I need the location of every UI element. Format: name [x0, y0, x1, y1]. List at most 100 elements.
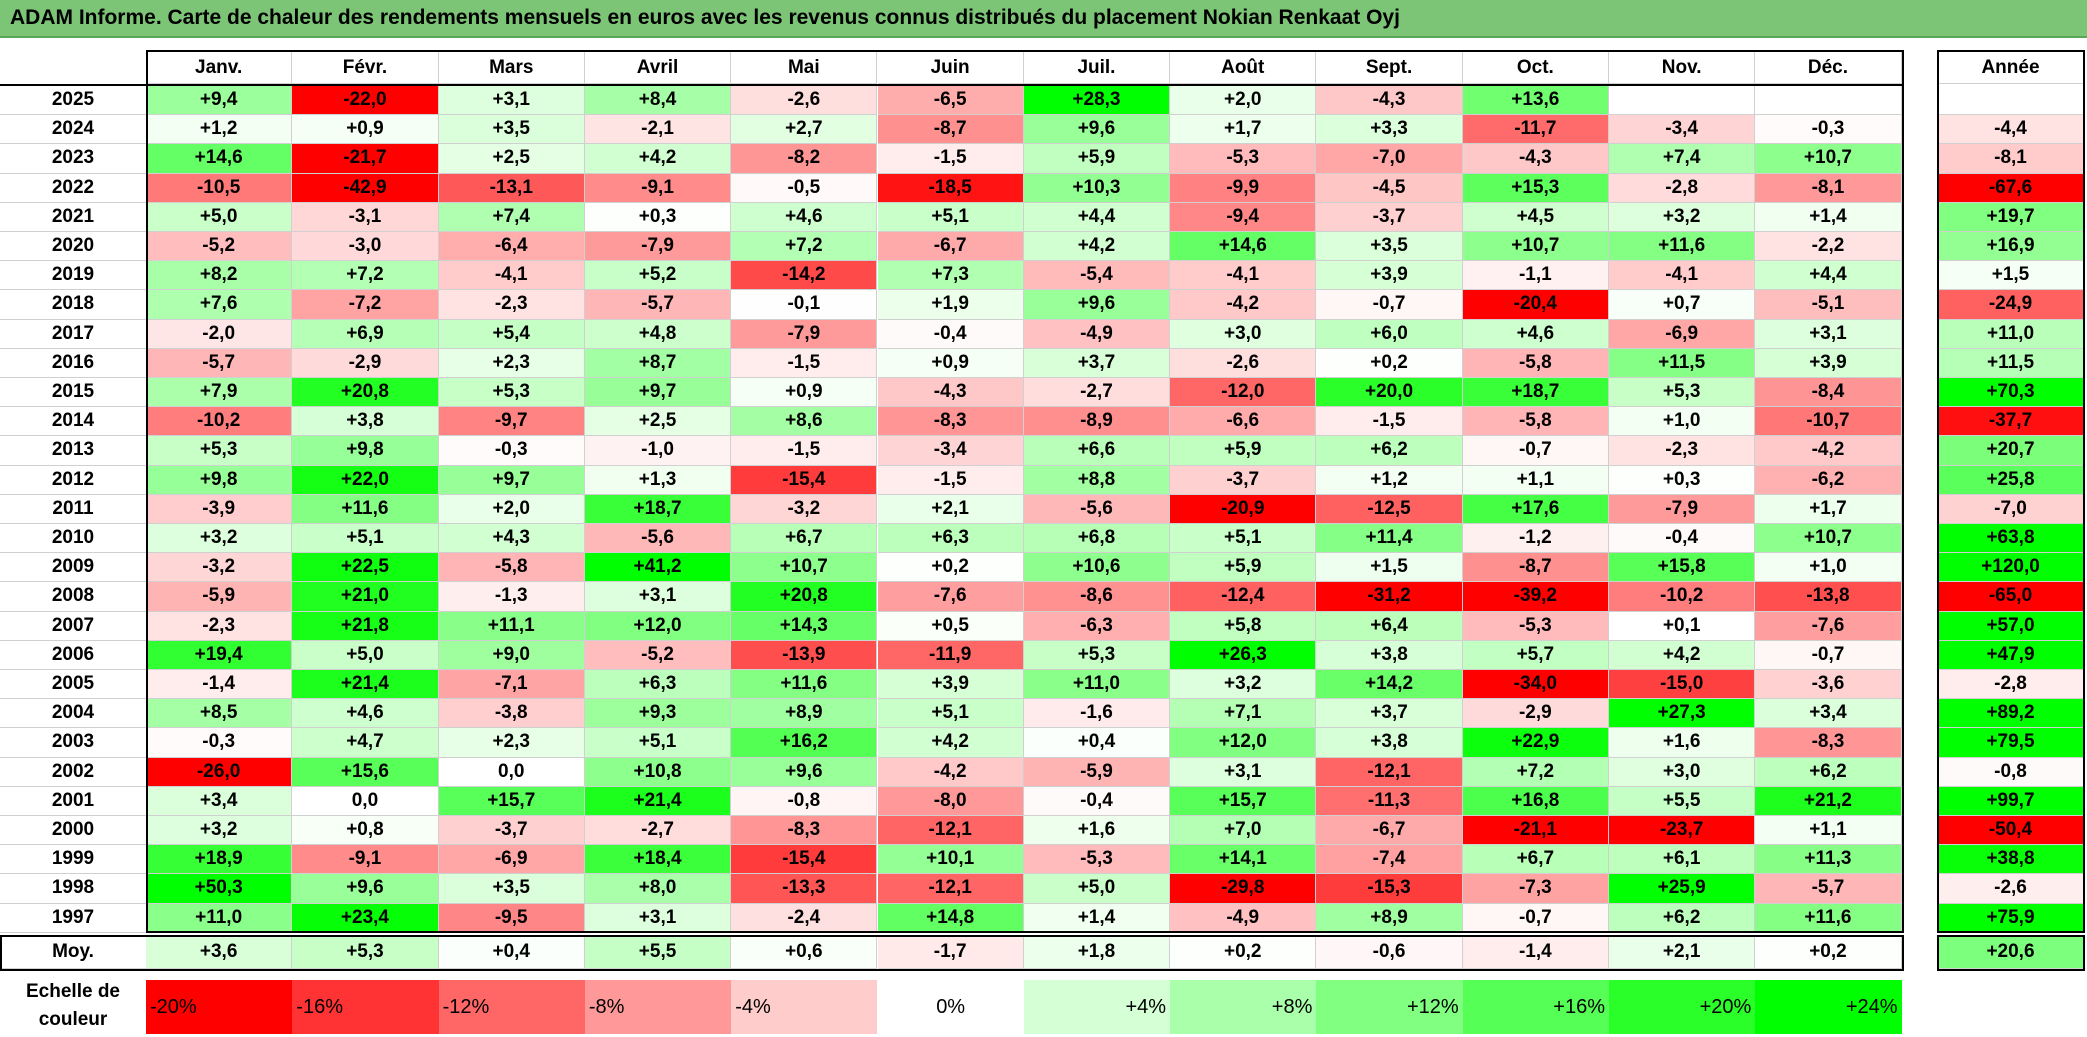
heatmap-cell: +2,5 [438, 144, 585, 174]
heatmap-cell: +1,5 [1316, 553, 1463, 583]
heatmap-cell: -12,1 [877, 816, 1024, 846]
heatmap-cell: -13,9 [731, 640, 878, 670]
heatmap-cell: -0,4 [1023, 786, 1171, 816]
year-label: 2010 [0, 524, 146, 554]
heatmap-cell: -5,6 [1023, 494, 1171, 524]
heatmap-cell: +5,9 [1023, 144, 1171, 174]
heatmap-cell: +0,1 [1609, 611, 1756, 641]
year-label: 2006 [0, 640, 146, 670]
year-label: 2018 [0, 290, 146, 320]
heatmap-cell: +5,3 [1609, 378, 1756, 408]
scale-label: Echelle de couleur [0, 978, 146, 1032]
heatmap-cell: +20,8 [292, 378, 439, 408]
heatmap-cell: +8,8 [1023, 465, 1171, 495]
year-label: 2014 [0, 407, 146, 437]
scale-step: +12% [1316, 980, 1463, 1034]
heatmap-cell: +22,9 [1462, 728, 1609, 758]
heatmap-cell: +3,4 [1755, 699, 1902, 729]
heatmap-cell: +3,9 [1316, 261, 1463, 291]
heatmap-cell: -8,3 [731, 816, 878, 846]
heatmap-cell: +7,2 [292, 261, 439, 291]
heatmap-cell: +4,6 [292, 699, 439, 729]
heatmap-cell: +0,2 [1316, 348, 1463, 378]
heatmap-cell: +8,6 [731, 407, 878, 437]
heatmap-cell: +0,9 [292, 115, 439, 145]
scale-step: +4% [1023, 980, 1171, 1034]
heatmap-cell: -1,4 [146, 670, 293, 700]
scale-label-line1: Echelle de [26, 981, 120, 1002]
heatmap-cell: +5,0 [292, 640, 439, 670]
year-label: 2015 [0, 378, 146, 408]
heatmap-cell: -8,2 [731, 144, 878, 174]
heatmap-cell: -13,3 [731, 874, 878, 904]
heatmap-cell: -0,4 [877, 319, 1024, 349]
average-cell: -0,6 [1316, 936, 1463, 969]
heatmap-cell: -6,2 [1755, 465, 1902, 495]
heatmap-cell: -3,6 [1755, 670, 1902, 700]
heatmap-cell: +3,1 [1170, 757, 1317, 787]
heatmap-cell: +5,1 [1170, 524, 1317, 554]
heatmap-cell: +27,3 [1609, 699, 1756, 729]
heatmap-cell: -5,7 [1755, 874, 1902, 904]
heatmap-cell: +9,6 [731, 757, 878, 787]
heatmap-cell: +10,8 [584, 757, 732, 787]
heatmap-cell: +3,8 [1316, 728, 1463, 758]
heatmap-cell: +10,7 [1755, 144, 1902, 174]
scale-step: +16% [1462, 980, 1609, 1034]
heatmap-cell: +9,8 [146, 465, 293, 495]
month-header: Avril [584, 52, 732, 84]
heatmap-cell: -4,9 [1170, 903, 1317, 933]
year-label: 2025 [0, 86, 146, 116]
heatmap-cell: -22,0 [292, 86, 439, 116]
scale-step: -4% [731, 980, 878, 1034]
annual-cell [1938, 86, 2084, 116]
annual-cell: +11,0 [1938, 319, 2084, 349]
heatmap-cell: +5,8 [1170, 611, 1317, 641]
heatmap-cell: -2,7 [584, 816, 732, 846]
average-cell: -1,4 [1462, 936, 1609, 969]
heatmap-cell: +23,4 [292, 903, 439, 933]
annual-cell: +47,9 [1938, 640, 2084, 670]
annual-cell: -67,6 [1938, 173, 2084, 203]
average-cell: +5,3 [292, 936, 439, 969]
heatmap-cell: -11,9 [877, 640, 1024, 670]
heatmap-cell: -4,1 [1170, 261, 1317, 291]
heatmap-cell: +3,2 [1170, 670, 1317, 700]
year-label: 2001 [0, 786, 146, 816]
month-header: Juin [877, 52, 1024, 84]
heatmap-cell: +3,5 [438, 874, 585, 904]
heatmap-cell: +7,2 [1462, 757, 1609, 787]
heatmap-cell: +1,1 [1462, 465, 1609, 495]
heatmap-cell: -6,5 [877, 86, 1024, 116]
heatmap-cell: -13,8 [1755, 582, 1902, 612]
heatmap-cell: -9,9 [1170, 173, 1317, 203]
heatmap-cell: -7,9 [1609, 494, 1756, 524]
heatmap-cell: +4,2 [1023, 232, 1171, 262]
month-header: Juil. [1023, 52, 1171, 84]
annual-cell: +19,7 [1938, 202, 2084, 232]
heatmap-cell: -2,4 [731, 903, 878, 933]
heatmap-cell: +9,7 [584, 378, 732, 408]
heatmap-cell: -9,1 [292, 845, 439, 875]
year-label: 2016 [0, 348, 146, 378]
heatmap-cell: +22,0 [292, 465, 439, 495]
annual-cell: -37,7 [1938, 407, 2084, 437]
heatmap-cell: +5,7 [1462, 640, 1609, 670]
heatmap-cell: -23,7 [1609, 816, 1756, 846]
average-cell: +1,8 [1023, 936, 1171, 969]
heatmap-cell: +18,4 [584, 845, 732, 875]
heatmap-cell: +3,3 [1316, 115, 1463, 145]
heatmap-cell: +15,7 [1170, 786, 1317, 816]
heatmap-cell: -6,9 [1609, 319, 1756, 349]
annual-cell: +79,5 [1938, 728, 2084, 758]
heatmap-cell: +9,6 [292, 874, 439, 904]
year-label: 2003 [0, 728, 146, 758]
heatmap-cell: -15,4 [731, 465, 878, 495]
heatmap-cell: -4,2 [1170, 290, 1317, 320]
year-label: 2013 [0, 436, 146, 466]
heatmap-cell: +5,3 [438, 378, 585, 408]
heatmap-cell: -7,0 [1316, 144, 1463, 174]
heatmap-cell: +20,0 [1316, 378, 1463, 408]
heatmap-cell: -5,3 [1023, 845, 1171, 875]
heatmap-cell: -7,9 [584, 232, 732, 262]
